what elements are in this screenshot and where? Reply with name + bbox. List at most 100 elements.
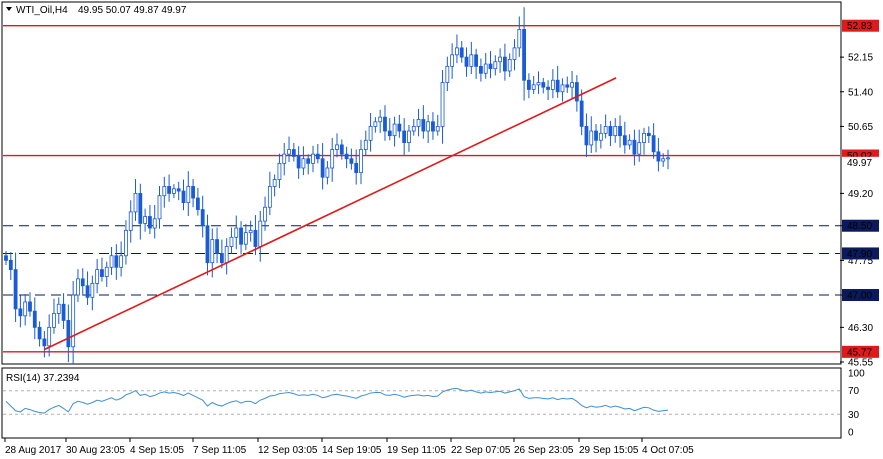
candle	[603, 114, 608, 139]
candles	[4, 7, 670, 365]
rsi-pane-frame	[1, 367, 842, 439]
candle	[435, 114, 440, 136]
ascending-trendline[interactable]	[44, 77, 617, 351]
candle	[469, 41, 474, 74]
candle	[171, 184, 176, 199]
candle	[550, 69, 555, 99]
time-tick-label: 4 Sep 15:05	[130, 445, 184, 456]
candle	[239, 221, 243, 255]
candle	[4, 251, 8, 265]
candle	[56, 297, 61, 324]
candle	[13, 252, 18, 323]
candle	[291, 143, 296, 162]
svg-text:48.50: 48.50	[847, 221, 872, 232]
trendline-layer[interactable]	[44, 77, 617, 351]
candle	[363, 130, 368, 156]
candle	[339, 139, 344, 160]
candle	[66, 304, 71, 363]
candle	[421, 105, 426, 139]
candle	[143, 208, 148, 232]
candle	[455, 34, 459, 64]
candle	[85, 271, 90, 305]
candle	[306, 154, 311, 175]
candle	[301, 146, 306, 176]
triangle-down-icon[interactable]	[6, 7, 12, 11]
candle	[296, 146, 301, 179]
candle	[541, 77, 546, 94]
candle	[459, 40, 464, 63]
candle	[589, 116, 594, 153]
candle	[234, 215, 239, 250]
price-tick-label: 47.75	[848, 256, 873, 267]
candle	[608, 120, 613, 147]
candle	[666, 149, 670, 170]
candle	[152, 204, 157, 239]
candle	[124, 220, 128, 265]
candle	[387, 118, 392, 141]
candle	[450, 43, 455, 79]
candle	[354, 149, 359, 185]
candle	[536, 71, 541, 94]
candle	[392, 116, 397, 147]
time-tick-label: 4 Oct 07:05	[642, 445, 694, 456]
candle	[76, 269, 80, 302]
candle	[642, 127, 646, 155]
candle	[627, 134, 632, 150]
candle	[263, 196, 267, 231]
candle	[287, 136, 291, 162]
candle	[474, 48, 479, 79]
candle	[181, 179, 186, 211]
candle	[71, 280, 76, 365]
candle	[426, 114, 431, 144]
candle	[488, 51, 493, 79]
candle	[28, 292, 32, 317]
time-tick-label: 28 Aug 2017	[5, 445, 62, 456]
candle	[594, 124, 598, 153]
candle	[229, 227, 234, 254]
level-label-48-50: 48.50	[842, 219, 879, 232]
candle	[651, 123, 656, 159]
candle	[52, 298, 56, 334]
level-label-47-90: 47.90	[842, 247, 879, 260]
candle	[224, 238, 229, 275]
candle	[416, 108, 421, 137]
candle	[162, 176, 167, 208]
candle	[407, 125, 411, 152]
candle	[215, 227, 219, 264]
price-tick-label: 45.55	[848, 358, 873, 369]
candle	[383, 105, 387, 141]
candle	[186, 171, 191, 217]
candle	[445, 56, 450, 92]
candle	[378, 109, 383, 133]
candle	[613, 118, 618, 143]
svg-text:47.90: 47.90	[847, 249, 872, 260]
symbol-title: WTI_Oil,H4	[16, 5, 68, 16]
candle	[37, 321, 42, 347]
ohlc-readout: 49.95 50.07 49.87 49.97	[78, 5, 187, 16]
candle	[584, 113, 589, 158]
rsi-tick-label: 100	[848, 369, 865, 380]
candle	[42, 331, 47, 358]
candle	[315, 143, 320, 164]
candle	[517, 16, 522, 57]
candle	[464, 47, 469, 77]
price-tick-label: 50.65	[848, 122, 873, 133]
candle	[618, 115, 622, 148]
candle	[560, 78, 565, 102]
time-tick-label: 19 Sep 11:05	[387, 445, 446, 456]
rsi-line	[5, 387, 669, 414]
candle	[598, 124, 603, 149]
candle	[483, 52, 488, 79]
candle	[574, 75, 579, 112]
candle	[80, 268, 85, 296]
svg-text:50.02: 50.02	[847, 151, 872, 162]
price-tick-label: 49.20	[848, 189, 873, 200]
candle	[335, 133, 339, 158]
price-axis: 52.15 51.40 50.65 49.20 48.50 47.75 47.00 46.30…	[840, 19, 879, 369]
candle	[320, 143, 325, 190]
candle	[637, 129, 642, 162]
time-tick-label: 22 Sep 07:05	[451, 445, 511, 456]
candle	[311, 145, 315, 173]
candle	[219, 239, 224, 269]
